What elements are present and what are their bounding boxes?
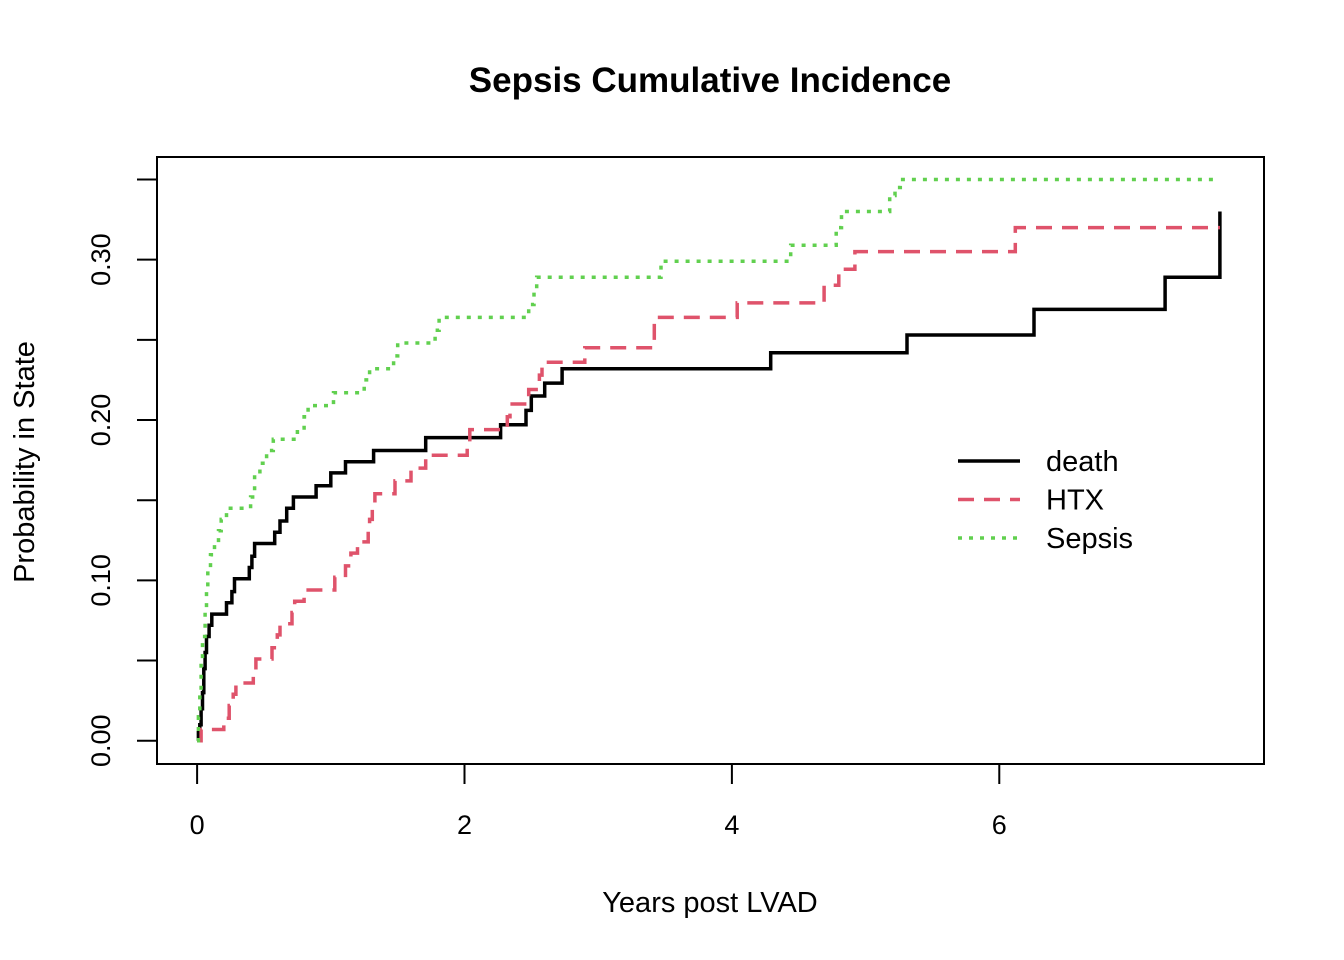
legend-label-htx: HTX [1046, 485, 1104, 517]
y-axis-title: Probability in State [9, 341, 41, 583]
legend-label-death: death [1046, 446, 1119, 478]
chart-title: Sepsis Cumulative Incidence [469, 61, 951, 100]
y-axis: 0.00 0.10 0.20 0.30 [86, 178, 158, 767]
x-tick-label: 0 [190, 810, 205, 840]
y-tick-label: 0.10 [86, 554, 116, 607]
series-layer [196, 177, 1222, 743]
y-tick-label: 0.20 [86, 394, 116, 447]
series-line-death [196, 211, 1222, 743]
y-tick-label: 0.00 [86, 714, 116, 767]
x-tick-label: 2 [457, 810, 472, 840]
x-axis: 0 2 4 6 [190, 763, 1007, 840]
x-tick-label: 6 [992, 810, 1007, 840]
y-tick-label: 0.30 [86, 233, 116, 286]
x-tick-label: 4 [724, 810, 739, 840]
legend-label-sepsis: Sepsis [1046, 523, 1133, 555]
series-line-htx [197, 225, 1220, 743]
legend: death HTX Sepsis [958, 446, 1133, 555]
x-axis-title: Years post LVAD [602, 887, 817, 919]
